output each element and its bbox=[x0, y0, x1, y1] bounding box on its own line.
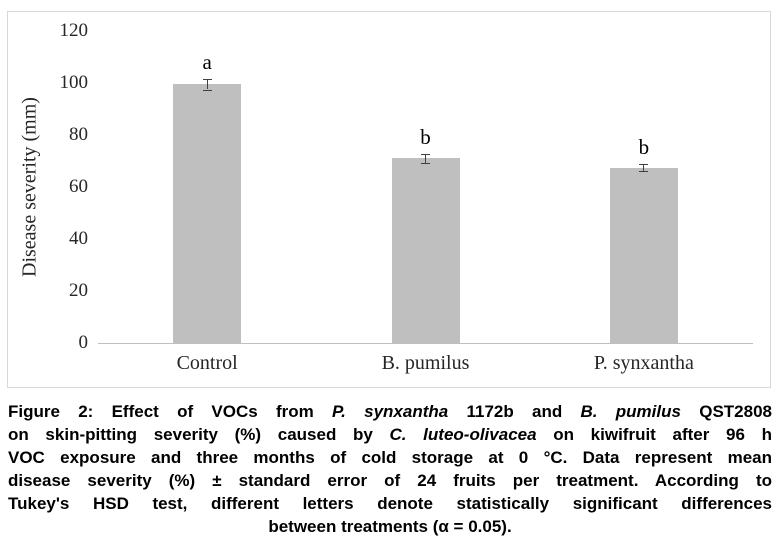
caption-text: disease severity (%) ± standard error of… bbox=[8, 471, 772, 490]
caption-text: QST2808 bbox=[680, 402, 772, 421]
caption-italic-text: P. synxantha bbox=[332, 402, 449, 421]
caption-text: between treatments (α = 0.05). bbox=[268, 517, 512, 536]
chart-plot-frame bbox=[7, 11, 771, 388]
caption-line: Tukey's HSD test, different letters deno… bbox=[8, 492, 772, 515]
caption-line: disease severity (%) ± standard error of… bbox=[8, 469, 772, 492]
caption-text: Tukey's HSD test, different letters deno… bbox=[8, 494, 772, 513]
caption-line: between treatments (α = 0.05). bbox=[8, 515, 772, 538]
caption-text: VOC exposure and three months of cold st… bbox=[8, 448, 772, 467]
caption-italic-text: B. pumilus bbox=[580, 402, 681, 421]
caption-text: 1172b and bbox=[448, 402, 581, 421]
caption-line: VOC exposure and three months of cold st… bbox=[8, 446, 772, 469]
figure-caption: Figure 2: Effect of VOCs from P. synxant… bbox=[8, 400, 772, 538]
caption-text: on kiwifruit after 96 h bbox=[536, 425, 772, 444]
caption-line: Figure 2: Effect of VOCs from P. synxant… bbox=[8, 400, 772, 423]
caption-text: on skin-pitting severity (%) caused by bbox=[8, 425, 390, 444]
caption-line: on skin-pitting severity (%) caused by C… bbox=[8, 423, 772, 446]
caption-text: Figure 2: Effect of VOCs from bbox=[8, 402, 332, 421]
caption-italic-text: C. luteo-olivacea bbox=[389, 425, 537, 444]
